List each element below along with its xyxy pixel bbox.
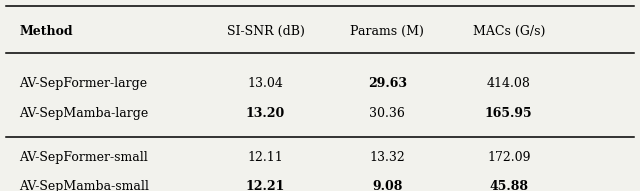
Text: 12.11: 12.11: [248, 151, 284, 164]
Text: 414.08: 414.08: [487, 77, 531, 90]
Text: 12.21: 12.21: [246, 180, 285, 191]
Text: 13.04: 13.04: [248, 77, 284, 90]
Text: AV-SepFormer-large: AV-SepFormer-large: [19, 77, 147, 90]
Text: AV-SepMamba-small: AV-SepMamba-small: [19, 180, 149, 191]
Text: 172.09: 172.09: [487, 151, 531, 164]
Text: Method: Method: [19, 25, 73, 38]
Text: AV-SepMamba-large: AV-SepMamba-large: [19, 107, 148, 120]
Text: MACs (G/s): MACs (G/s): [472, 25, 545, 38]
Text: SI-SNR (dB): SI-SNR (dB): [227, 25, 305, 38]
Text: Params (M): Params (M): [350, 25, 424, 38]
Text: AV-SepFormer-small: AV-SepFormer-small: [19, 151, 148, 164]
Text: 13.20: 13.20: [246, 107, 285, 120]
Text: 165.95: 165.95: [485, 107, 532, 120]
Text: 13.32: 13.32: [369, 151, 405, 164]
Text: 29.63: 29.63: [368, 77, 406, 90]
Text: 9.08: 9.08: [372, 180, 403, 191]
Text: 30.36: 30.36: [369, 107, 405, 120]
Text: 45.88: 45.88: [490, 180, 528, 191]
